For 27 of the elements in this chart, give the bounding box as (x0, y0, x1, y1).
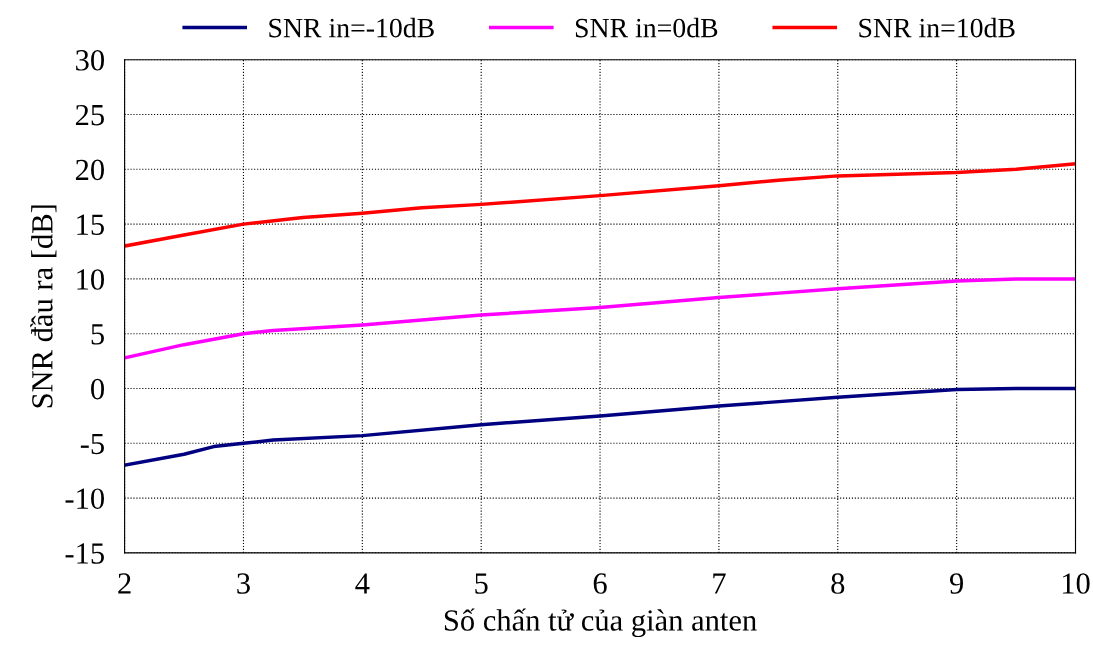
x-tick-label: 9 (949, 573, 964, 594)
y-tick-label: 20 (75, 159, 104, 181)
legend-label: SNR in=-10dB (269, 17, 434, 38)
x-axis-title: Số chấn tử của giàn anten (444, 608, 757, 638)
y-tick-label: 0 (91, 378, 104, 400)
legend-label: SNR in=10dB (859, 17, 1015, 38)
legend-label: SNR in=0dB (575, 17, 718, 38)
y-tick-label: 10 (77, 269, 104, 290)
x-tick-label: 6 (593, 573, 607, 594)
line-series (124, 277, 1076, 360)
line-series (124, 162, 1076, 248)
y-tick-label: 30 (76, 50, 104, 71)
y-tick-label: 25 (75, 104, 104, 126)
y-tick-label: -10 (65, 488, 104, 510)
x-tick-label: 3 (237, 573, 250, 594)
y-tick-label: 5 (91, 324, 104, 345)
x-tick-label: 8 (831, 573, 845, 594)
x-tick-label: 5 (475, 573, 488, 594)
y-tick-label: 15 (77, 214, 104, 236)
x-tick-label: 7 (713, 573, 726, 594)
y-tick-label: -5 (80, 433, 104, 455)
x-tick-label: 10 (1062, 573, 1090, 594)
y-axis-title: SNR đầu ra [dB] (30, 205, 57, 408)
x-tick-label: 2 (118, 573, 131, 594)
x-tick-label: 4 (355, 573, 370, 594)
line-series (124, 386, 1076, 467)
y-tick-label: -15 (65, 543, 104, 564)
